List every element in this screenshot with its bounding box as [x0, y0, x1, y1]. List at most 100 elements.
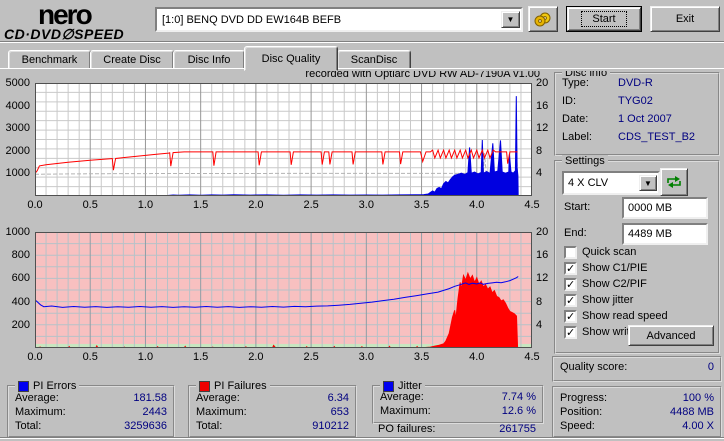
- pi-errors-stats-box: PI Errors Average: 181.58 Maximum: 2443 To…: [7, 380, 175, 438]
- axis-tick: 4000: [5, 99, 30, 112]
- axis-tick: 1.5: [193, 199, 209, 211]
- chevron-down-icon: ▼: [506, 15, 515, 24]
- axis-tick: 4: [536, 318, 543, 331]
- axis-tick: 0.5: [82, 351, 98, 363]
- disc-type-value: DVD-R: [618, 77, 653, 89]
- axis-tick: 4.5: [524, 351, 540, 363]
- show-read-speed-checkbox[interactable]: ✓: [564, 310, 577, 323]
- nero-logo: nero CD·DVD∅SPEED: [4, 1, 154, 42]
- disc-date-value: 1 Oct 2007: [618, 113, 672, 125]
- axis-tick: 5000: [5, 77, 30, 89]
- disc-label-value: CDS_TEST_B2: [618, 131, 696, 143]
- axis-tick: 600: [11, 272, 30, 285]
- start-button-label: Start: [581, 11, 627, 27]
- show-jitter-checkbox[interactable]: ✓: [564, 294, 577, 307]
- show-write-speed-checkbox[interactable]: ✓: [564, 326, 577, 339]
- speed-value: 4.00 X: [682, 420, 714, 432]
- axis-tick: 4.0: [469, 351, 485, 363]
- pi-failures-legend-label: PI Failures: [214, 380, 267, 392]
- axis-tick: 3.5: [413, 199, 430, 211]
- axis-tick: 200: [11, 318, 30, 331]
- axis-tick: 2.0: [248, 351, 264, 363]
- drive-select-arrow-button[interactable]: ▼: [501, 11, 520, 28]
- axis-tick: 1.0: [137, 199, 154, 211]
- axis-tick: 3000: [5, 122, 30, 135]
- quick-scan-checkbox[interactable]: [564, 246, 577, 259]
- axis-tick: 8: [536, 144, 543, 157]
- chart-title: recorded with Optiarc DVD RW AD-7190A v1…: [305, 68, 540, 80]
- refresh-button[interactable]: [660, 168, 688, 196]
- exit-button[interactable]: Exit: [650, 6, 720, 32]
- jitter-stats-box: Jitter Average: 7.74 % Maximum: 12.6 %: [372, 380, 544, 424]
- disc-info-box: Disc info Type: DVD-R ID: TYG02 Date: 1 Oct…: [554, 67, 720, 156]
- axis-tick: 0.0: [27, 351, 43, 363]
- quality-score-label: Quality score:: [560, 361, 628, 373]
- position-value: 4488 MB: [669, 406, 714, 418]
- disc-id-value: TYG02: [618, 95, 653, 107]
- tab-scandisc[interactable]: ScanDisc: [337, 50, 411, 70]
- axis-tick: 800: [11, 249, 30, 262]
- end-position-field[interactable]: 4489 MB: [622, 223, 708, 245]
- start-position-label: Start:: [564, 201, 591, 213]
- tab-page-edge: [0, 68, 724, 71]
- tab-disc-info[interactable]: Disc Info: [173, 50, 245, 70]
- progress-value: 100 %: [682, 392, 714, 404]
- write-speed-line: [35, 148, 518, 174]
- quality-score-value: 0: [707, 361, 714, 373]
- axis-tick: 8: [536, 295, 543, 308]
- pie-chart: [35, 83, 532, 196]
- pi-errors-bars: [35, 96, 519, 196]
- axis-tick: 2.5: [303, 199, 319, 211]
- advanced-button[interactable]: Advanced: [628, 325, 714, 346]
- axis-tick: 1.5: [193, 351, 209, 363]
- axis-tick: 2.5: [303, 351, 319, 363]
- progress-box: Progress: 100 % Position: 4488 MB Speed: 4.…: [552, 386, 722, 438]
- tab-benchmark[interactable]: Benchmark: [8, 50, 91, 70]
- refresh-icon: [667, 176, 681, 188]
- axis-tick: 4.5: [524, 199, 540, 211]
- axis-tick: 3.0: [358, 199, 374, 211]
- eject-disc-button[interactable]: [528, 6, 558, 32]
- axis-tick: 16: [536, 99, 549, 112]
- scan-speed-arrow-button[interactable]: ▼: [639, 175, 657, 191]
- start-position-field[interactable]: 0000 MB: [622, 197, 708, 219]
- axis-tick: 20: [536, 226, 549, 238]
- discs-icon: [534, 12, 551, 26]
- show-c1-pie-checkbox[interactable]: ✓: [564, 262, 577, 275]
- scan-speed-select[interactable]: 4 X CLV ▼: [562, 171, 660, 195]
- jitter-legend-label: Jitter: [398, 380, 422, 392]
- pi-failures-stats-box: PI Failures Average: 6.34 Maximum: 653 Tot…: [188, 380, 357, 438]
- pif-chart: [35, 232, 532, 348]
- jitter-legend-swatch: [383, 380, 394, 392]
- tab-create-disc[interactable]: Create Disc: [90, 50, 174, 70]
- settings-box: Settings 4 X CLV ▼ Start: 0000 MB End: 4…: [554, 155, 720, 354]
- pi-errors-legend-label: PI Errors: [33, 380, 77, 392]
- start-button[interactable]: Start: [566, 6, 642, 32]
- axis-tick: 12: [536, 122, 549, 135]
- axis-tick: 12: [536, 272, 549, 285]
- tab-disc-quality[interactable]: Disc Quality: [244, 46, 338, 71]
- end-position-label: End:: [564, 227, 587, 239]
- axis-tick: 1000: [5, 167, 30, 180]
- axis-tick: 3.0: [358, 351, 374, 363]
- axis-tick: 0.5: [82, 199, 98, 211]
- drive-select-value: [1:0] BENQ DVD DD EW164B BEFB: [162, 13, 342, 26]
- po-failures-row: PO failures: 261755: [378, 423, 536, 435]
- quality-score-box: Quality score: 0: [552, 356, 722, 382]
- cd-dvd-speed-logo-text: CD·DVD∅SPEED: [4, 26, 125, 42]
- axis-tick: 400: [11, 295, 30, 308]
- show-c2-pif-checkbox[interactable]: ✓: [564, 278, 577, 291]
- axis-tick: 3.5: [413, 351, 430, 363]
- exit-button-label: Exit: [675, 13, 695, 25]
- drive-select[interactable]: [1:0] BENQ DVD DD EW164B BEFB ▼: [155, 7, 523, 32]
- pi-errors-legend-swatch: [18, 380, 29, 392]
- axis-tick: 1.0: [137, 351, 154, 363]
- axis-tick: 16: [536, 249, 549, 262]
- toolbar-separator: [0, 41, 724, 43]
- axis-tick: 0.0: [27, 199, 43, 211]
- pi-failures-legend-swatch: [199, 380, 210, 392]
- axis-tick: 4.0: [469, 199, 485, 211]
- bottom-edge: [0, 437, 724, 439]
